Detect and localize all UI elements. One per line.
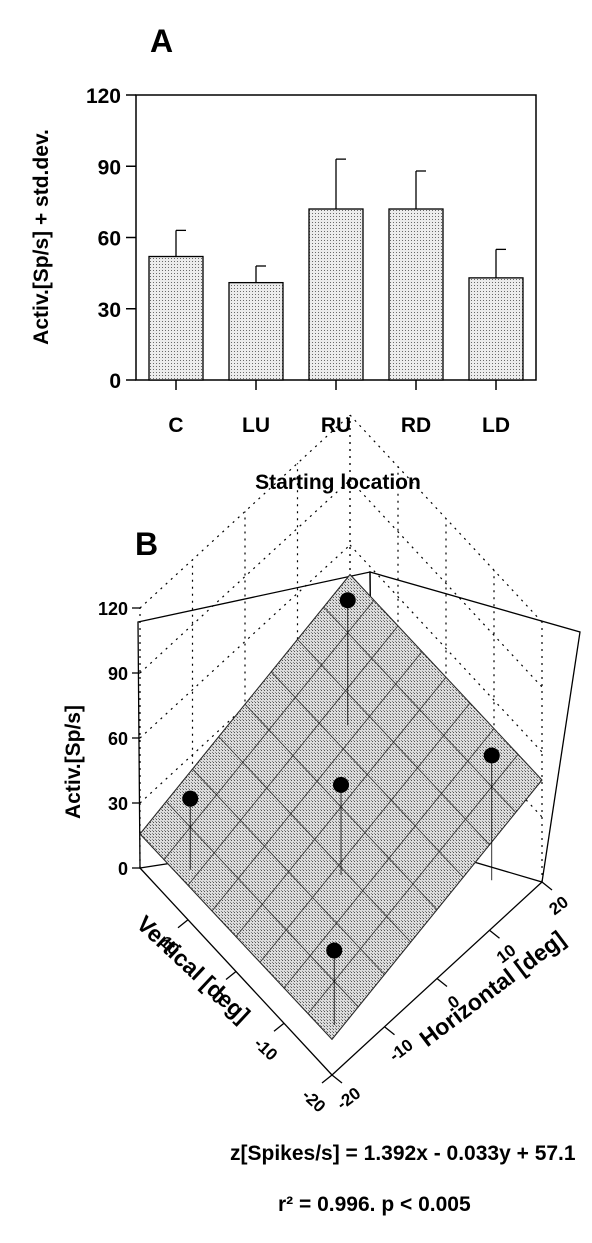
data-point-2 xyxy=(339,592,356,609)
data-point-0 xyxy=(333,776,349,793)
x-tick-label-LD: LD xyxy=(482,414,510,437)
z-tick-label: 90 xyxy=(108,664,128,684)
surface-grid-line xyxy=(139,574,351,835)
panel-a-label: A xyxy=(150,23,173,59)
surface-grid-line xyxy=(211,651,423,912)
panel-a-y-axis: 0 30 60 90 120 xyxy=(86,85,136,393)
regression-statistics: r² = 0.996. p < 0.005 xyxy=(278,1193,471,1216)
point-drop-lines xyxy=(189,600,493,1025)
horizontal-tick-mark xyxy=(331,1074,343,1084)
surface-grid-line xyxy=(270,671,464,878)
z-tick-label: 0 xyxy=(118,859,128,879)
surface-grid-line xyxy=(349,574,543,781)
x-tick-label-RD: RD xyxy=(401,414,431,437)
x-tick-label-C: C xyxy=(168,414,183,437)
data-point-4 xyxy=(326,942,343,959)
y-tick-label: 120 xyxy=(86,85,121,108)
y-tick-label: 60 xyxy=(98,228,121,251)
panel-b-z-axis-label: Activ.[Sp/s] xyxy=(62,705,85,819)
bar-LU xyxy=(228,281,284,381)
y-tick-label: 90 xyxy=(98,156,121,179)
vertical-tick-label: -10 xyxy=(250,1034,281,1065)
surface-grid-line xyxy=(163,599,375,860)
horizontal-tick-label: -10 xyxy=(386,1035,417,1065)
bar-C xyxy=(148,255,204,381)
surface-grid-line xyxy=(297,639,490,846)
grid-line xyxy=(349,479,543,688)
data-point-3 xyxy=(483,747,500,764)
y-tick-label: 30 xyxy=(98,299,121,322)
x-tick-label-RU: RU xyxy=(321,414,351,437)
vertical-tick-mark xyxy=(273,1022,285,1032)
surface-grid-line xyxy=(323,606,517,813)
panel-a-y-axis-label: Activ.[Sp/s] + std.dev. xyxy=(30,129,53,345)
panel-a-x-axis: C LU RU RD LD xyxy=(168,380,510,437)
grid-line xyxy=(349,544,543,753)
panel-a-x-axis-label: Starting location xyxy=(255,471,421,494)
x-tick-label-LU: LU xyxy=(242,414,270,437)
horizontal-tick-mark xyxy=(384,1026,395,1036)
panel-b-label: B xyxy=(135,526,158,562)
horizontal-tick-mark xyxy=(436,977,448,988)
y-tick-label: 0 xyxy=(109,370,121,393)
horizontal-tick-mark xyxy=(541,881,553,891)
horizontal-tick-label: -20 xyxy=(333,1084,364,1114)
vertical-tick-label: -20 xyxy=(298,1086,329,1117)
horizontal-tick-label: 20 xyxy=(545,892,572,919)
z-tick-label: 120 xyxy=(98,599,128,619)
panel-b-horizontal-axis-label: Horizontal [deg] xyxy=(414,926,569,1052)
data-point-1 xyxy=(182,790,199,807)
panel-a: A 0 30 60 90 120 C LU RU RD LD Activ.[Sp/s] + st… xyxy=(30,23,537,494)
z-tick-label: 30 xyxy=(108,794,128,814)
surface-grid-line xyxy=(187,625,399,886)
panel-a-bars xyxy=(148,158,524,381)
regression-equation: z[Spikes/s] = 1.392x - 0.033y + 57.1 xyxy=(230,1142,576,1165)
bar-RU xyxy=(308,208,364,381)
bar-LD xyxy=(468,277,524,381)
bar-RD xyxy=(388,208,444,381)
horizontal-tick-mark xyxy=(489,929,500,939)
vertical-tick-mark xyxy=(225,970,237,981)
vertical-tick-mark xyxy=(177,919,189,929)
data-points xyxy=(182,592,500,959)
vertical-tick-mark xyxy=(321,1074,333,1084)
panel-b-z-axis: 0 30 60 90 120 xyxy=(98,599,140,879)
z-tick-label: 60 xyxy=(108,729,128,749)
